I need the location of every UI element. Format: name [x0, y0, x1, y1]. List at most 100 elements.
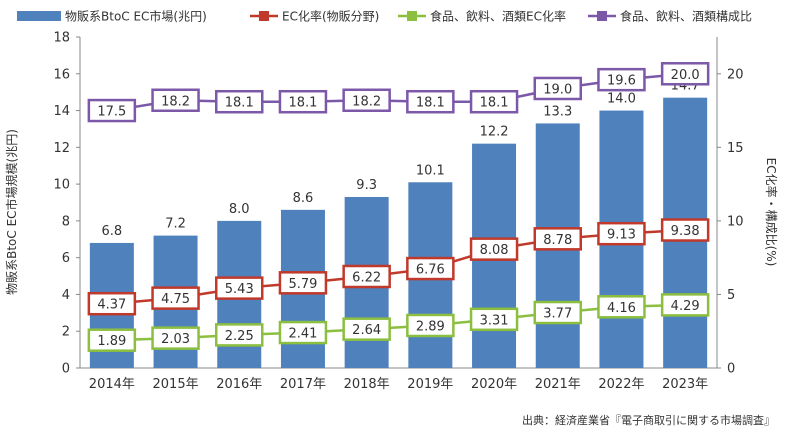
legend-label: 食品、飲料、酒類構成比	[620, 9, 752, 24]
data-point-label: 18.1	[225, 96, 254, 111]
bar-value-label: 8.0	[229, 202, 250, 217]
data-point-label: 2.41	[288, 327, 317, 342]
data-point-box	[406, 313, 455, 338]
series-line	[111, 72, 686, 112]
data-point-label: 18.1	[480, 96, 509, 111]
y-left-tick-label: 10	[53, 178, 70, 193]
data-point-box	[406, 89, 455, 114]
data-point-box	[215, 89, 264, 114]
y-left-tick-label: 16	[53, 67, 70, 82]
data-point-box	[151, 286, 200, 310]
data-point-label: 2.89	[416, 319, 445, 334]
data-point-label: 4.37	[97, 298, 126, 313]
data-point-box	[533, 227, 582, 251]
x-tick-label: 2020年	[471, 377, 517, 392]
y-axis-right-title: EC化率・構成比(%)	[764, 158, 779, 267]
data-point-box	[87, 98, 137, 123]
data-point-label: 2.25	[225, 329, 254, 344]
data-point-label: 4.75	[161, 292, 190, 307]
data-point-label: 19.0	[543, 82, 572, 97]
y-right-tick-label: 5	[727, 288, 735, 303]
data-point-box	[151, 326, 200, 350]
data-point-label: 18.1	[416, 96, 445, 111]
data-point-box	[597, 67, 646, 92]
data-point-label: 20.0	[671, 68, 700, 83]
x-tick-label: 2017年	[280, 377, 326, 392]
y-left-tick-label: 4	[62, 288, 70, 303]
data-point-box	[278, 89, 328, 114]
data-point-box	[342, 317, 391, 341]
bar-value-label: 12.2	[480, 125, 509, 140]
data-point-box	[597, 221, 646, 246]
legend-swatch-marker	[407, 11, 417, 21]
x-tick-label: 2021年	[535, 377, 581, 392]
bar-value-label: 7.2	[165, 217, 186, 232]
data-point-box	[469, 237, 519, 261]
data-point-label: 6.22	[352, 270, 381, 285]
data-point-label: 19.6	[607, 74, 636, 89]
data-point-box	[278, 320, 328, 345]
y-left-tick-label: 18	[53, 31, 70, 46]
data-point-box	[469, 307, 519, 332]
x-tick-label: 2022年	[598, 377, 644, 392]
x-tick-label: 2015年	[153, 377, 199, 392]
lines: 4.37 4.755.43 5.79 6.226.768.088.78 9.13 9.38…	[87, 62, 710, 352]
bar-value-label: 9.3	[356, 178, 377, 193]
data-point-box	[660, 218, 710, 242]
data-point-label: 18.2	[352, 94, 381, 109]
bar-value-label: 6.8	[102, 224, 123, 239]
bar-value-label: 10.1	[416, 163, 445, 178]
x-tick-label: 2023年	[662, 377, 708, 392]
series-line	[111, 303, 686, 342]
data-point-box	[215, 276, 264, 300]
data-point-box	[406, 256, 455, 281]
data-point-label: 17.5	[97, 105, 126, 120]
data-point-label: 5.79	[288, 277, 317, 292]
data-point-label: 9.13	[607, 228, 636, 243]
series-line	[111, 228, 686, 305]
y-left-tick-label: 2	[62, 325, 70, 340]
data-point-box	[342, 264, 391, 289]
legend-swatch	[17, 11, 61, 21]
data-point-label: 6.76	[416, 263, 445, 278]
data-point-label: 9.38	[671, 224, 700, 239]
data-point-label: 8.78	[543, 233, 572, 248]
legend: 物販系BtoC EC市場(兆円) EC化率(物販分野) 食品、飲料、酒類EC化率 食品…	[17, 9, 752, 24]
y-right-tick-label: 20	[727, 67, 744, 82]
y-right-tick-label: 15	[727, 141, 744, 156]
y-left-tick-label: 8	[62, 214, 70, 229]
data-point-label: 5.43	[225, 282, 254, 297]
data-point-label: 8.08	[480, 243, 509, 258]
y-right-tick-label: 0	[727, 362, 735, 377]
y-left-tick-label: 14	[53, 104, 70, 119]
y-right-tick-label: 10	[727, 214, 744, 229]
data-point-label: 18.2	[161, 94, 190, 109]
y-left-tick-label: 0	[62, 362, 70, 377]
data-point-label: 2.64	[352, 323, 381, 338]
x-tick-label: 2019年	[407, 377, 453, 392]
bar-value-label: 13.3	[543, 104, 572, 119]
data-point-box	[533, 300, 582, 325]
data-point-box	[660, 62, 710, 86]
data-point-label: 3.77	[543, 307, 572, 322]
data-point-box	[597, 295, 646, 319]
y-left-tick-label: 6	[62, 251, 70, 266]
data-point-label: 18.1	[288, 96, 317, 111]
data-point-label: 1.89	[97, 334, 126, 349]
x-tick-label: 2018年	[344, 377, 390, 392]
data-point-box	[87, 291, 137, 316]
legend-label: 物販系BtoC EC市場(兆円)	[65, 9, 207, 24]
data-point-box	[215, 323, 264, 347]
data-point-box	[342, 88, 391, 113]
source-note: 出典：経済産業省『電子商取引に関する市場調査』	[522, 414, 775, 427]
data-point-box	[87, 328, 137, 352]
legend-label: 食品、飲料、酒類EC化率	[430, 9, 566, 24]
data-point-label: 4.16	[607, 301, 636, 316]
x-tick-label: 2016年	[216, 377, 262, 392]
legend-label: EC化率(物販分野)	[282, 9, 379, 24]
y-axis-left-title: 物販系BtoC EC市場規模(兆円)	[4, 129, 19, 295]
x-tick-label: 2014年	[89, 377, 135, 392]
data-point-label: 3.31	[480, 313, 509, 328]
data-point-box	[469, 89, 519, 114]
